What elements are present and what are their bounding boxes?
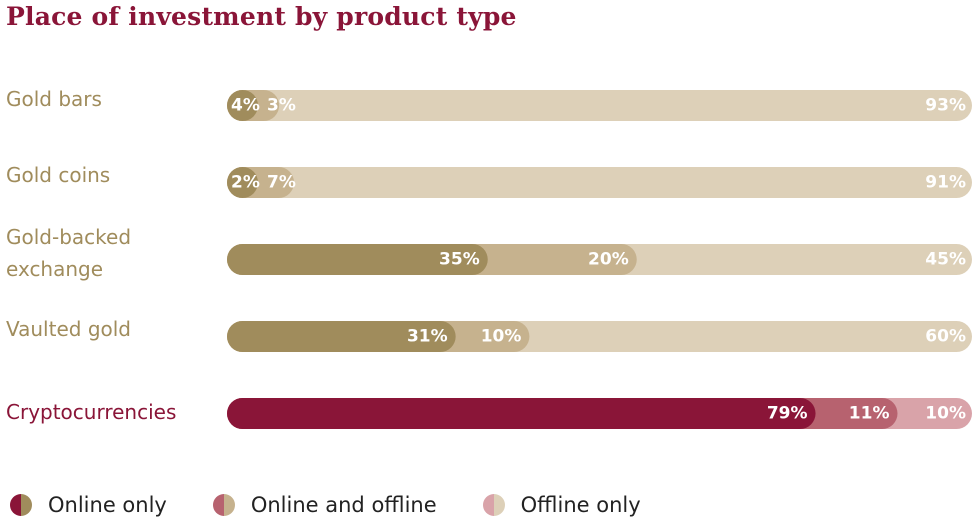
category-label-gold-bars: Gold bars xyxy=(6,87,102,111)
legend-item-offline-only: Offline only xyxy=(481,492,641,518)
value-label-gold-bars-offline-only: 93% xyxy=(925,96,966,116)
chart-title: Place of investment by product type xyxy=(6,2,517,31)
bar-segment-gold-backed-exchange-online-only xyxy=(227,244,488,275)
bar-segment-gold-coins-online-only xyxy=(227,167,258,198)
category-label-gold-backed-exchange-line-2: exchange xyxy=(6,257,103,281)
legend-item-online-and-offline: Online and offline xyxy=(211,492,437,518)
bar-segment-vaulted-gold-online-only xyxy=(227,321,456,352)
value-label-vaulted-gold-online-and-offline: 10% xyxy=(481,327,522,347)
legend-swatch-online-and-offline-icon xyxy=(212,494,235,516)
category-label-gold-coins: Gold coins xyxy=(6,163,110,187)
bar-segment-gold-bars-online-only xyxy=(227,90,258,121)
value-label-gold-backed-exchange-online-only: 35% xyxy=(439,250,480,270)
value-label-cryptocurrencies-online-and-offline: 11% xyxy=(849,404,890,424)
category-label-gold-backed-exchange-line-1: Gold-backed xyxy=(6,225,131,249)
value-label-gold-bars-online-and-offline: 3% xyxy=(267,96,296,116)
legend: Online only Online and offline Offline o… xyxy=(8,490,685,520)
stacked-bar-chart: Gold bars 4% 3% 93% Gold coins 2% 7% 91% Gold-ba… xyxy=(6,87,972,429)
legend-label-offline-only: Offline only xyxy=(520,493,641,517)
legend-swatch-online-only-icon xyxy=(10,494,32,516)
value-label-gold-coins-online-and-offline: 7% xyxy=(267,173,296,193)
legend-label-online-only: Online only xyxy=(48,493,167,517)
value-label-cryptocurrencies-offline-only: 10% xyxy=(925,404,966,424)
value-label-cryptocurrencies-online-only: 79% xyxy=(767,404,808,424)
value-label-gold-backed-exchange-online-and-offline: 20% xyxy=(588,250,629,270)
value-label-gold-backed-exchange-offline-only: 45% xyxy=(925,250,966,270)
legend-swatch-offline-only-icon xyxy=(482,494,505,516)
bar-segment-gold-coins-offline-only xyxy=(227,167,972,198)
category-label-cryptocurrencies: Cryptocurrencies xyxy=(6,400,176,424)
value-label-vaulted-gold-offline-only: 60% xyxy=(925,327,966,347)
bar-segment-cryptocurrencies-online-only xyxy=(227,398,816,429)
category-label-vaulted-gold: Vaulted gold xyxy=(6,317,131,341)
legend-label-online-and-offline: Online and offline xyxy=(250,493,437,517)
value-label-gold-bars-online-only: 4% xyxy=(231,96,260,116)
legend-item-online-only: Online only xyxy=(8,492,167,518)
value-label-gold-coins-online-only: 2% xyxy=(231,173,260,193)
bar-segment-gold-bars-offline-only xyxy=(227,90,972,121)
value-label-vaulted-gold-online-only: 31% xyxy=(407,327,448,347)
value-label-gold-coins-offline-only: 91% xyxy=(925,173,966,193)
